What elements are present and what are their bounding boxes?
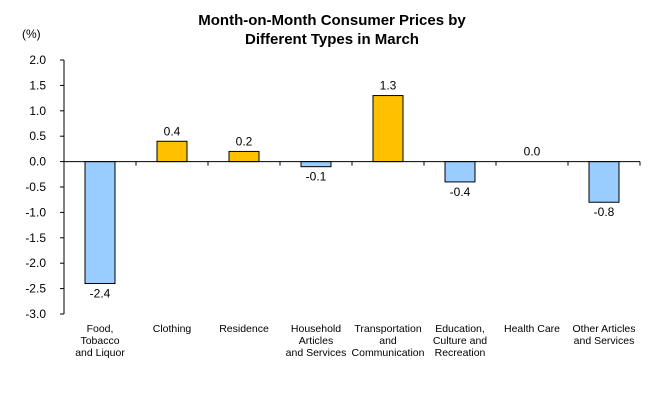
bar: [84, 161, 116, 285]
category-label: Transportation and Communication: [352, 323, 425, 359]
y-tick-label: -0.5: [25, 180, 46, 194]
y-tick-label: 2.0: [29, 53, 46, 67]
bar: [228, 150, 260, 163]
y-axis-unit: (%): [22, 27, 41, 41]
category-label: Residence: [219, 323, 269, 335]
y-tick-label: -2.0: [25, 256, 46, 270]
y-tick-label: 1.0: [29, 104, 46, 118]
y-tick-label: 0.5: [29, 129, 46, 143]
chart-title-line2: Different Types in March: [245, 31, 419, 48]
bar: [372, 95, 404, 163]
y-tick-label: 0.0: [29, 155, 46, 169]
y-tick-label: -1.5: [25, 231, 46, 245]
bar: [300, 161, 332, 168]
data-label: -0.8: [594, 205, 615, 219]
data-label: 1.3: [380, 79, 397, 93]
data-label: -2.4: [90, 287, 111, 301]
category-label: Food, Tobacco and Liquor: [75, 323, 125, 359]
bar: [444, 161, 476, 183]
bar: [588, 161, 620, 203]
data-label: 0.0: [524, 145, 541, 159]
category-label: Education, Culture and Recreation: [433, 323, 487, 359]
bar: [156, 140, 188, 163]
data-label: 0.4: [164, 124, 181, 138]
category-label: Other Articles and Services: [572, 323, 635, 347]
category-label: Clothing: [153, 323, 192, 335]
data-label: 0.2: [236, 134, 253, 148]
chart-title-line1: Month-on-Month Consumer Prices by: [198, 12, 466, 29]
y-tick-label: 1.5: [29, 78, 46, 92]
data-label: -0.1: [306, 170, 327, 184]
data-label: -0.4: [450, 185, 471, 199]
category-label: Household Articles and Services: [286, 323, 347, 359]
y-tick-label: -3.0: [25, 307, 46, 321]
y-tick-label: -2.5: [25, 282, 46, 296]
category-label: Health Care: [504, 323, 560, 335]
y-tick-label: -1.0: [25, 205, 46, 219]
